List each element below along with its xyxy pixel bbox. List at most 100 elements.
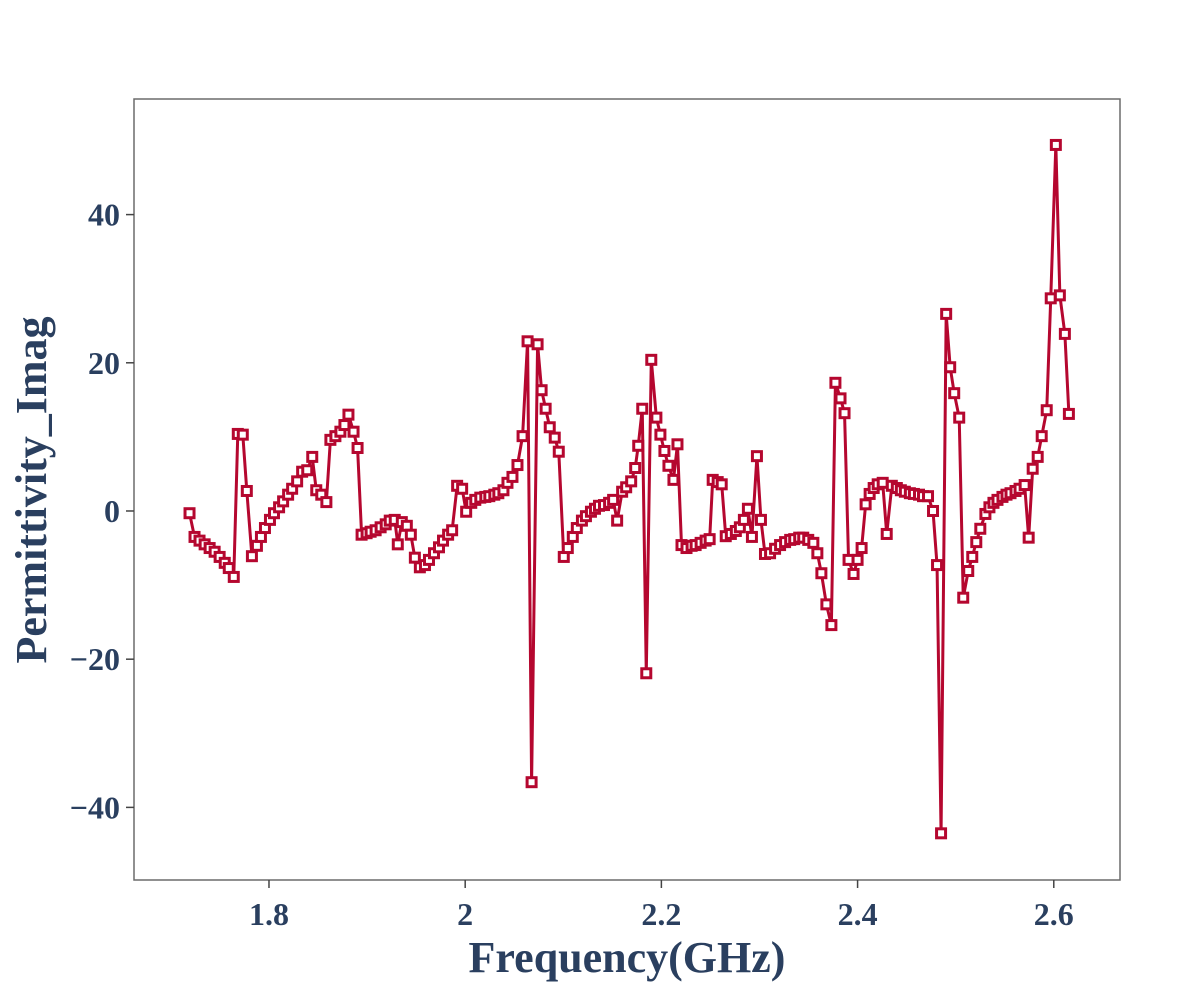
marker (820, 598, 833, 611)
marker (927, 504, 940, 517)
marker (855, 542, 868, 555)
marker (351, 442, 364, 455)
marker (632, 439, 645, 452)
marker (506, 470, 519, 483)
marker (966, 550, 979, 563)
marker (548, 431, 561, 444)
marker (974, 522, 987, 535)
marker (829, 376, 842, 389)
y-tick-label: 40 (88, 197, 120, 233)
marker (825, 619, 838, 632)
y-tick-label: −40 (70, 789, 120, 825)
marker (236, 428, 249, 441)
marker (838, 407, 851, 420)
marker (957, 591, 970, 604)
marker (750, 450, 763, 463)
x-axis-title: Frequency(GHz) (469, 933, 786, 982)
marker (1035, 430, 1048, 443)
marker (516, 430, 529, 443)
marker (539, 402, 552, 415)
marker (611, 514, 624, 527)
marker (552, 445, 565, 458)
marker (935, 827, 948, 840)
marker (834, 392, 847, 405)
marker (880, 527, 893, 540)
marker (815, 567, 828, 580)
marker (301, 464, 314, 477)
y-tick-label: 20 (88, 345, 120, 381)
marker (525, 776, 538, 789)
marker (347, 425, 360, 438)
marker (446, 524, 459, 537)
marker (1040, 404, 1053, 417)
marker (807, 536, 820, 549)
marker (1022, 531, 1035, 544)
marker (245, 550, 258, 563)
marker (754, 513, 767, 526)
marker (667, 473, 680, 486)
marker (531, 338, 544, 351)
marker (1031, 450, 1044, 463)
marker (970, 536, 983, 549)
marker (625, 475, 638, 488)
y-tick-label: 0 (104, 493, 120, 529)
marker (671, 438, 684, 451)
marker (940, 307, 953, 320)
marker (654, 428, 667, 441)
marker (703, 533, 716, 546)
marker (922, 490, 935, 503)
marker (404, 528, 417, 541)
marker (662, 459, 675, 472)
marker (561, 542, 574, 555)
marker (741, 502, 754, 515)
marker (240, 484, 253, 497)
marker (1018, 479, 1031, 492)
x-tick-label: 2 (457, 896, 473, 932)
marker (306, 450, 319, 463)
plot-frame (133, 98, 1121, 881)
marker (521, 335, 534, 348)
marker (953, 411, 966, 424)
marker (183, 507, 196, 520)
marker (1058, 327, 1071, 340)
y-tick-label: −20 (70, 641, 120, 677)
marker (650, 411, 663, 424)
marker (640, 667, 653, 680)
marker (948, 387, 961, 400)
marker (737, 513, 750, 526)
marker (342, 408, 355, 421)
marker (535, 384, 548, 397)
x-tick-label: 2.4 (838, 896, 878, 932)
marker (391, 538, 404, 551)
x-tick-label: 1.8 (249, 896, 289, 932)
marker (1026, 462, 1039, 475)
x-tick-label: 2.6 (1034, 896, 1074, 932)
marker (511, 459, 524, 472)
x-tick-label: 2.2 (641, 896, 681, 932)
marker (408, 551, 421, 564)
y-axis-title: Permittivity_Imag (7, 317, 56, 664)
marker (715, 478, 728, 491)
marker (456, 482, 469, 495)
marker (227, 570, 240, 583)
marker (962, 565, 975, 578)
marker (1053, 289, 1066, 302)
marker (931, 559, 944, 572)
marker (745, 530, 758, 543)
marker (811, 547, 824, 560)
marker (658, 444, 671, 457)
marker (629, 462, 642, 475)
marker (851, 553, 864, 566)
marker (543, 421, 556, 434)
marker (1062, 407, 1075, 420)
marker (859, 498, 872, 511)
marker (636, 402, 649, 415)
marker (291, 475, 304, 488)
marker (645, 353, 658, 366)
marker (320, 496, 333, 509)
marker (1049, 138, 1062, 151)
marker (607, 493, 620, 506)
marker (847, 567, 860, 580)
